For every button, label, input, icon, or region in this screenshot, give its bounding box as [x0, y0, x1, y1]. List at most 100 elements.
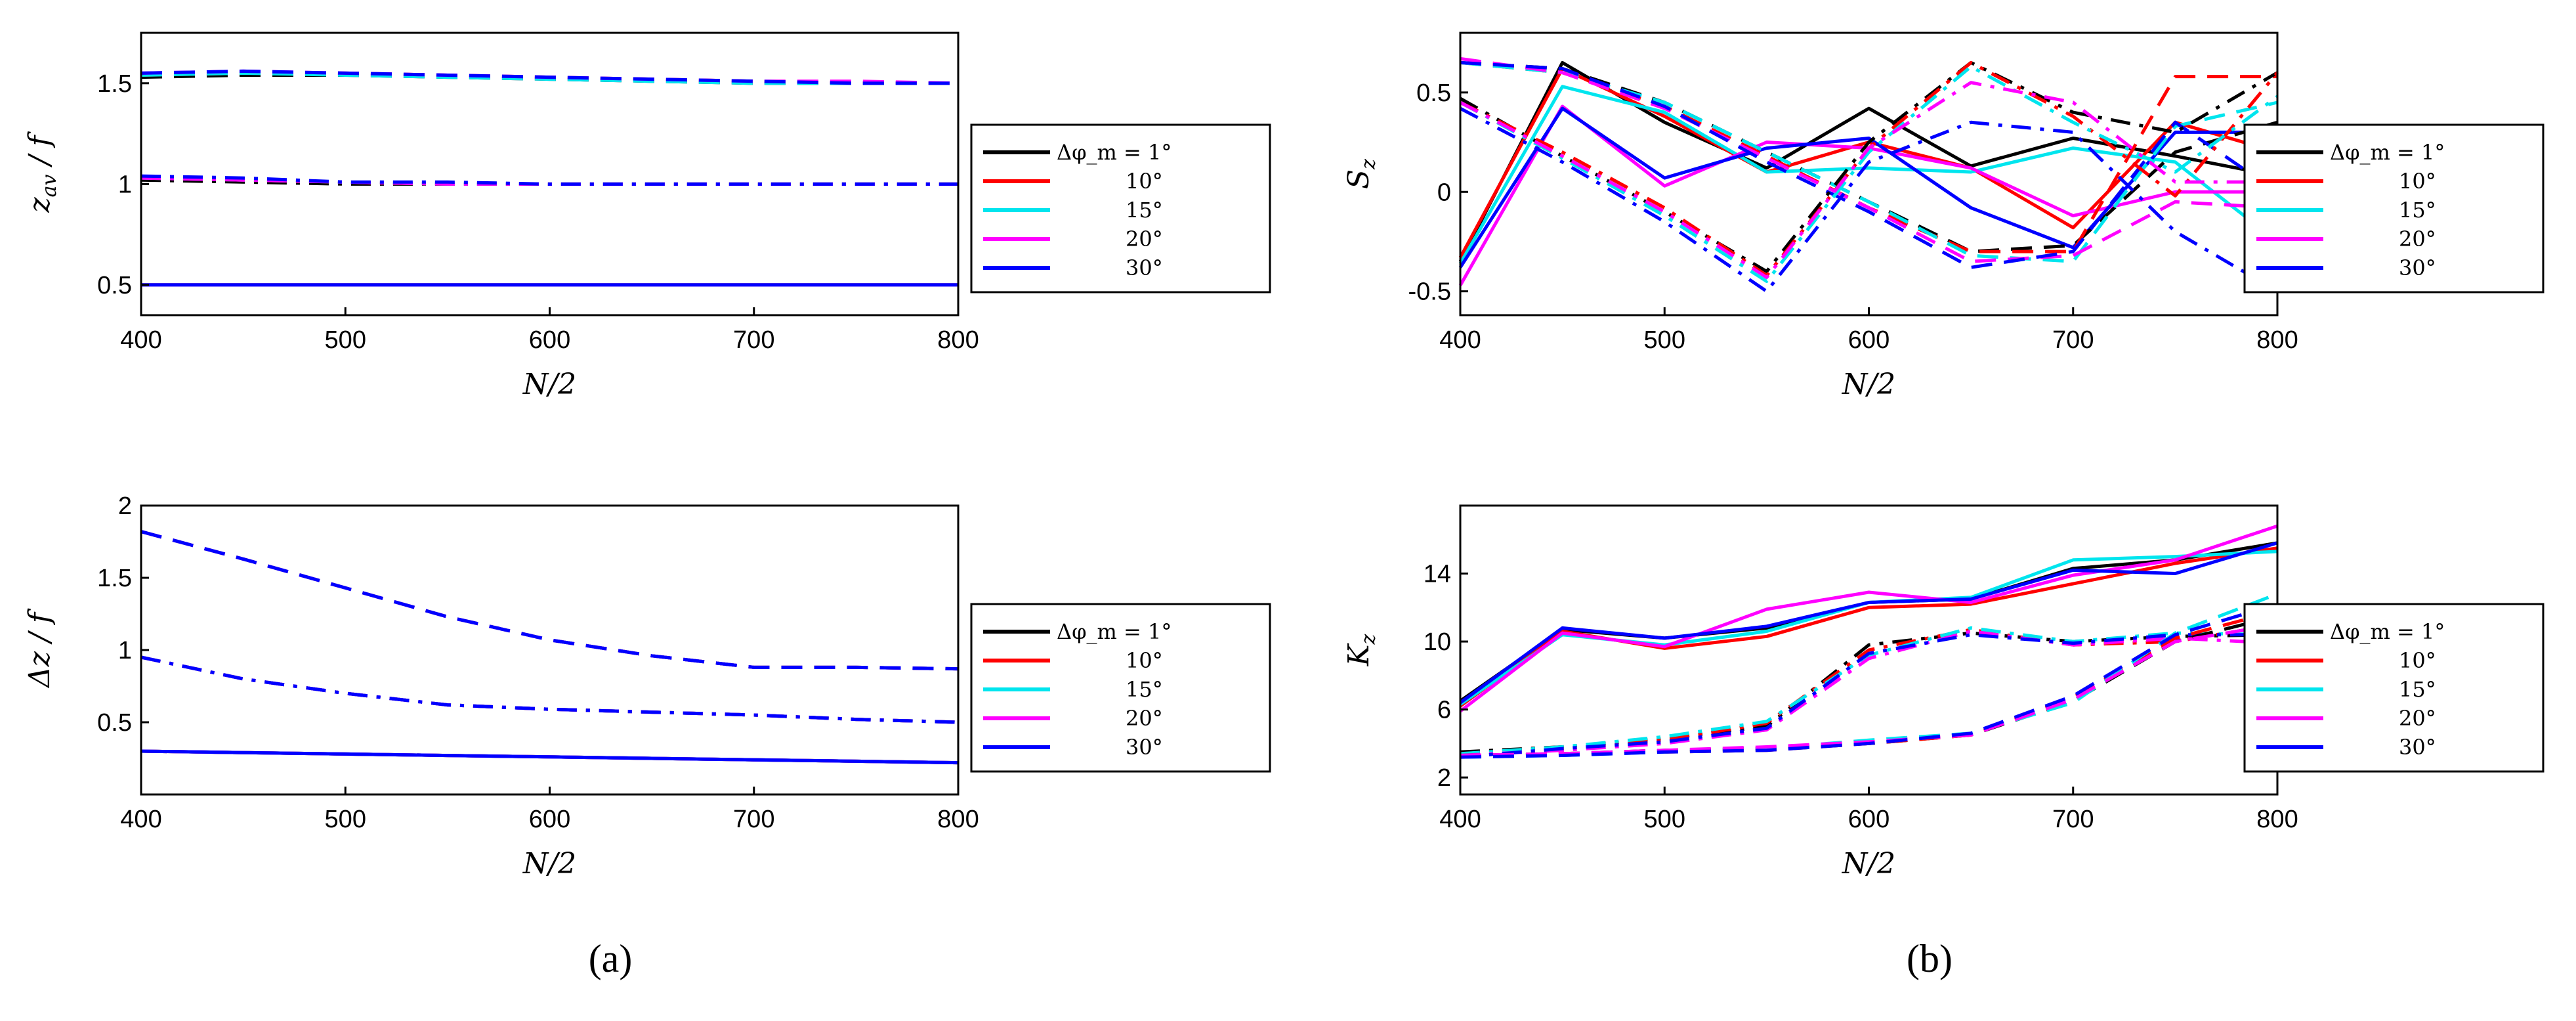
legend-label-2: 15°: [2399, 198, 2436, 223]
series-line-kz-dashed-4: [1460, 602, 2278, 759]
legend-label-4: 30°: [1126, 735, 1163, 760]
x-tick-label: 700: [2052, 806, 2094, 833]
legend-label-3: 20°: [1126, 706, 1163, 731]
x-tick-label: 400: [120, 326, 161, 354]
legend-label-3: 20°: [2399, 706, 2436, 731]
y-tick-label: 0.5: [1416, 79, 1451, 107]
x-axis-label: N/2: [1842, 847, 1895, 880]
series-line-dz-dashdot-2: [140, 655, 959, 724]
y-tick-label: 1.5: [97, 565, 132, 592]
series-line-sz-dashdot-0: [1459, 60, 2279, 273]
y-tick-label: 0.5: [97, 272, 132, 299]
legend-label-2: 15°: [2399, 677, 2436, 702]
series-line-kz-dashed-2: [1460, 592, 2278, 759]
svg-text:zav / f: zav / f: [23, 131, 61, 213]
series-line-zav-dashed-2: [140, 71, 958, 85]
legend-label-4: 30°: [2399, 255, 2436, 280]
series-line-dz-dashdot-1: [140, 655, 959, 724]
legend-label-3: 20°: [1126, 227, 1163, 251]
series-line-sz-dashdot-4: [1459, 106, 2279, 293]
legend-label-1: 10°: [1126, 648, 1163, 673]
series-line-zav-dashed-4: [140, 69, 958, 85]
y-tick-label: 2: [118, 492, 132, 520]
series-line-kz-dashdot-3: [1460, 630, 2278, 757]
y-axis-label: Δz / f: [23, 608, 56, 689]
series-line-kz-solid-3: [1459, 524, 2278, 713]
series-line-dz-dashed-1: [140, 530, 959, 671]
chart-sz: 400 500 600 700 800 -0.5 0 0.5 N/2 Sz Δφ_m = 1° 10°…: [1342, 32, 2544, 401]
x-tick-label: 800: [937, 326, 979, 354]
x-tick-label: 600: [1848, 326, 1890, 354]
x-tick-label: 800: [2256, 326, 2298, 354]
series-line-dz-dashdot-4: [140, 655, 959, 724]
y-axis-label: Kz: [1342, 634, 1380, 666]
series-line-zav-dashdot-4: [140, 174, 958, 186]
x-tick-label: 800: [937, 806, 979, 833]
legend-zav: Δφ_m = 1° 10° 15° 20° 30°: [970, 123, 1271, 293]
series-line-kz-dashdot-4: [1460, 633, 2277, 759]
x-tick-label: 500: [325, 326, 366, 354]
svg-text:Kz: Kz: [1342, 634, 1380, 666]
series-line-sz-dashed-3: [1460, 56, 2278, 263]
y-axis-label: zav / f: [23, 131, 61, 213]
x-tick-label: 600: [1848, 806, 1890, 833]
y-tick-label: 0: [1437, 179, 1451, 206]
series-line-dz-dashed-0: [140, 530, 959, 671]
series-line-kz-dashed-3: [1460, 622, 2278, 757]
x-axis-label: N/2: [1842, 368, 1895, 401]
x-tick-label: 700: [733, 806, 774, 833]
x-tick-label: 700: [733, 326, 774, 354]
series-line-dz-dashed-4: [140, 530, 959, 671]
x-tick-label: 500: [1644, 326, 1685, 354]
x-axis-label: N/2: [522, 368, 576, 401]
series-line-kz-solid-4: [1459, 541, 2278, 705]
legend-label-4: 30°: [1126, 255, 1163, 280]
y-tick-label: 0.5: [97, 709, 132, 737]
legend-kz: Δφ_m = 1° 10° 15° 20° 30°: [2243, 603, 2544, 773]
legend-label-1: 10°: [2399, 169, 2436, 194]
series-line-dz-dashdot-0: [140, 655, 959, 724]
y-tick-label: 1: [118, 637, 132, 664]
legend-label-2: 15°: [1126, 677, 1163, 702]
svg-text:Sz: Sz: [1342, 159, 1380, 189]
plot-frame-dz: [140, 504, 960, 796]
series-line-dz-dashed-2: [140, 530, 959, 671]
series-line-dz-dashed-3: [140, 530, 959, 671]
panel-label-b: (b): [1907, 937, 1953, 980]
y-tick-label: 2: [1437, 764, 1451, 792]
legend-label-2: 15°: [1126, 198, 1163, 223]
x-axis-label: N/2: [522, 847, 576, 880]
legend-label-0: Δφ_m = 1°: [1057, 140, 1172, 165]
legend-label-3: 20°: [2399, 227, 2436, 251]
legend-label-0: Δφ_m = 1°: [2330, 140, 2445, 165]
x-tick-label: 800: [2256, 806, 2298, 833]
y-axis-label: Sz: [1342, 159, 1380, 189]
legend-label-0: Δφ_m = 1°: [1057, 619, 1172, 644]
legend-label-0: Δφ_m = 1°: [2330, 619, 2445, 644]
x-tick-label: 500: [1644, 806, 1685, 833]
x-tick-label: 600: [529, 326, 570, 354]
plot-frame-zav: [140, 32, 960, 316]
legend-label-4: 30°: [2399, 735, 2436, 760]
y-tick-label: -0.5: [1408, 278, 1451, 306]
svg-text:Δz / f: Δz / f: [23, 608, 56, 689]
y-tick-label: 1.5: [97, 70, 132, 98]
series-line-sz-dashdot-3: [1459, 81, 2277, 279]
y-tick-label: 10: [1424, 628, 1451, 656]
series-line-sz-dashed-4: [1460, 60, 2279, 269]
x-tick-label: 700: [2052, 326, 2094, 354]
series-line-dz-solid-4: [140, 749, 959, 765]
series-line-sz-solid-3: [1458, 104, 2277, 286]
y-tick-label: 14: [1424, 561, 1451, 588]
series-line-sz-solid-4: [1458, 106, 2277, 269]
legend-label-1: 10°: [2399, 648, 2436, 673]
x-tick-label: 600: [529, 806, 570, 833]
x-tick-label: 400: [1439, 806, 1481, 833]
y-tick-label: 6: [1437, 697, 1451, 724]
chart-zav: 400 500 600 700 800 0.5 1 1.5 N/2 zav / f Δφ_m = 1…: [23, 32, 1271, 401]
x-tick-label: 400: [1439, 326, 1481, 354]
x-tick-label: 400: [120, 806, 161, 833]
x-tick-label: 500: [325, 806, 366, 833]
legend-sz: Δφ_m = 1° 10° 15° 20° 30°: [2243, 123, 2544, 293]
